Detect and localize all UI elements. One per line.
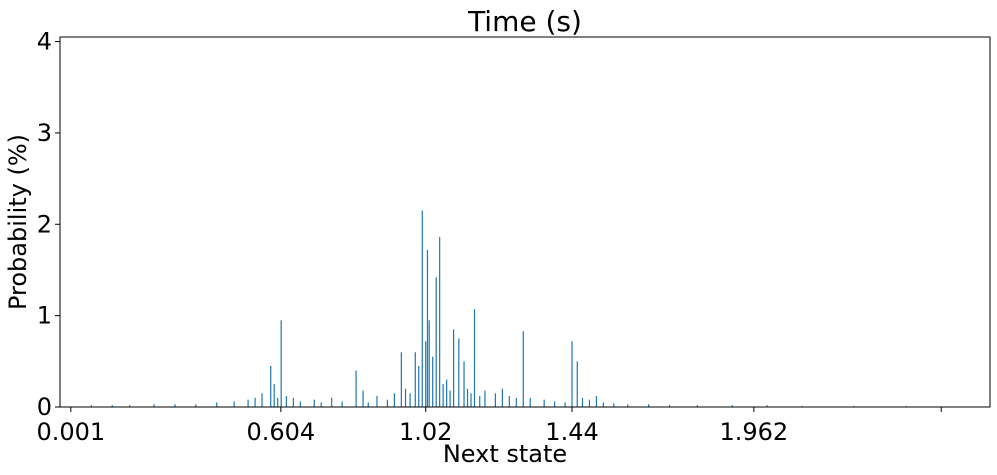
bar <box>426 249 429 407</box>
bar <box>367 402 369 407</box>
bar <box>453 329 455 407</box>
bar <box>414 352 416 407</box>
bar <box>313 399 315 407</box>
y-tick-label: 4 <box>37 28 52 56</box>
bar <box>174 404 176 407</box>
bar <box>595 396 597 407</box>
bar <box>393 393 395 407</box>
bar <box>409 393 411 407</box>
y-tick-label: 0 <box>37 393 52 421</box>
x-axis-label: Next state <box>443 440 567 468</box>
bar <box>341 401 343 407</box>
bar <box>648 404 650 407</box>
bar <box>731 405 733 407</box>
x-tick-label: 1.962 <box>719 418 788 446</box>
bar <box>473 309 476 407</box>
bars-group <box>90 210 907 407</box>
bar <box>111 405 113 407</box>
bar <box>564 402 566 407</box>
bar <box>435 277 437 407</box>
x-tick-label: 1.44 <box>545 418 598 446</box>
bar <box>425 341 427 407</box>
x-tick-label: 0.604 <box>246 418 315 446</box>
y-axis-label: Probability (%) <box>4 134 32 310</box>
bar <box>418 365 420 407</box>
bar <box>247 399 249 407</box>
bar <box>470 393 472 407</box>
bar <box>501 388 503 407</box>
bar <box>376 396 378 407</box>
chart-title: Time (s) <box>467 5 582 38</box>
bar <box>668 405 671 407</box>
bar <box>280 320 282 407</box>
bar <box>400 352 402 407</box>
bar <box>404 388 407 407</box>
bar <box>576 361 578 407</box>
bar <box>484 390 486 407</box>
x-tick-label: 0.001 <box>36 418 105 446</box>
bar <box>508 396 510 407</box>
bar <box>129 405 131 407</box>
bar <box>466 388 469 407</box>
bar <box>446 379 448 407</box>
bar <box>479 396 481 407</box>
bar <box>90 405 92 407</box>
bar <box>254 397 256 407</box>
bar <box>449 390 451 407</box>
bar <box>355 370 357 407</box>
bar <box>627 404 629 407</box>
bar <box>463 361 465 407</box>
bar <box>292 397 294 407</box>
bar <box>494 393 496 407</box>
bar <box>421 210 423 407</box>
y-axis-ticks: 0 1 2 3 4 <box>37 28 60 421</box>
bar <box>581 397 584 407</box>
bar <box>696 405 699 407</box>
bar <box>216 402 218 407</box>
bar <box>602 402 604 407</box>
bar <box>331 397 333 407</box>
bar <box>428 320 430 407</box>
y-tick-label: 3 <box>37 119 52 147</box>
bar <box>195 404 197 407</box>
bar <box>522 331 524 407</box>
plot-area-frame <box>59 36 991 408</box>
y-tick-label: 2 <box>37 210 52 238</box>
bar <box>362 390 364 407</box>
bar <box>613 403 615 407</box>
bar <box>766 405 768 407</box>
bar <box>571 341 573 407</box>
bar <box>588 399 591 407</box>
bar <box>273 384 275 407</box>
bar <box>233 401 235 407</box>
bar <box>270 365 272 407</box>
bar <box>439 237 441 407</box>
bar <box>285 396 287 407</box>
y-tick-label: 1 <box>37 302 52 330</box>
x-axis-ticks: 0.001 0.604 1.02 1.44 1.962 <box>36 407 942 446</box>
bar <box>458 338 460 407</box>
bar <box>529 397 531 407</box>
bar <box>554 401 556 407</box>
bar <box>320 402 322 407</box>
bar <box>515 397 517 407</box>
bar <box>153 404 155 407</box>
bar <box>432 356 434 407</box>
bar <box>277 397 279 407</box>
bar <box>386 399 389 407</box>
bar <box>442 384 444 407</box>
x-tick-label: 1.02 <box>399 418 452 446</box>
bar <box>261 393 263 407</box>
bar <box>543 399 545 407</box>
bar <box>299 401 301 407</box>
